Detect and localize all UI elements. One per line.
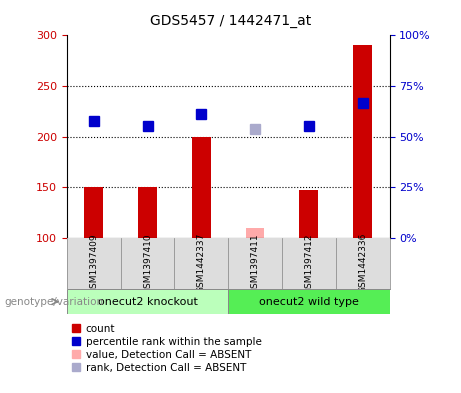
Bar: [138, 187, 157, 238]
Legend: count, percentile rank within the sample, value, Detection Call = ABSENT, rank, : count, percentile rank within the sample…: [72, 323, 261, 373]
Text: GSM1442337: GSM1442337: [197, 233, 206, 294]
Bar: [353, 46, 372, 238]
Text: GSM1397411: GSM1397411: [251, 233, 260, 294]
Text: onecut2 knockout: onecut2 knockout: [98, 297, 197, 307]
Bar: [300, 190, 318, 238]
Bar: [192, 136, 211, 238]
Text: GDS5457 / 1442471_at: GDS5457 / 1442471_at: [150, 14, 311, 28]
Text: GSM1397409: GSM1397409: [89, 233, 98, 294]
Text: genotype/variation: genotype/variation: [5, 297, 104, 307]
Text: GSM1442336: GSM1442336: [358, 233, 367, 294]
Text: onecut2 wild type: onecut2 wild type: [259, 297, 359, 307]
Bar: [228, 289, 390, 314]
Bar: [67, 289, 228, 314]
Text: GSM1397412: GSM1397412: [304, 233, 313, 294]
Bar: [84, 187, 103, 238]
Bar: [246, 228, 265, 238]
Text: GSM1397410: GSM1397410: [143, 233, 152, 294]
